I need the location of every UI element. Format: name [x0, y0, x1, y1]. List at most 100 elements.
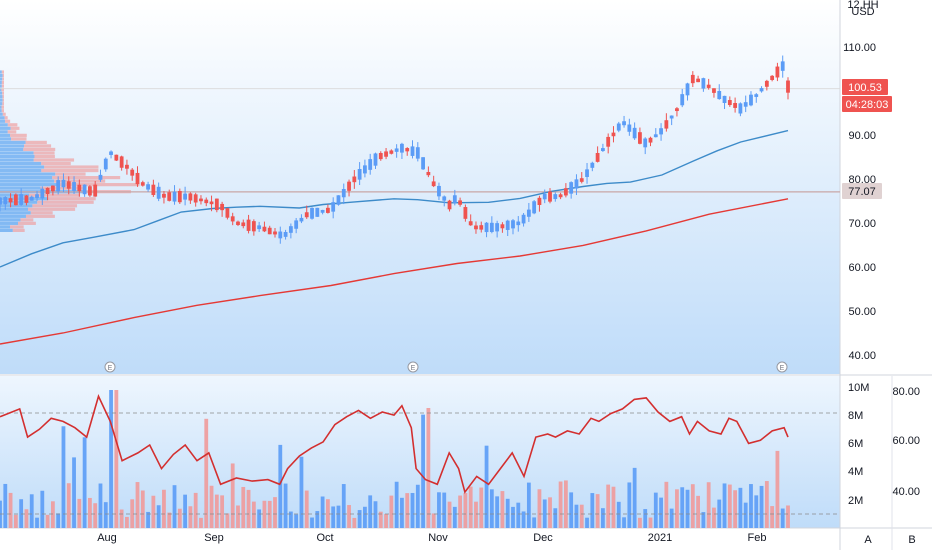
candle-body: [29, 196, 34, 201]
candle-body: [363, 165, 367, 174]
candle-body: [267, 227, 272, 235]
volume-bar: [585, 517, 589, 528]
candle-body: [648, 137, 653, 143]
candle-body: [241, 222, 246, 227]
candle-body: [759, 88, 764, 92]
volume-bar: [336, 505, 341, 528]
profile-bar-down: [25, 140, 47, 144]
profile-bar-down: [32, 204, 78, 208]
candle-body: [119, 156, 124, 168]
auto-scale-button[interactable]: A: [864, 534, 872, 546]
volume-bar: [727, 484, 732, 528]
profile-bar-down: [41, 168, 99, 173]
price-tick-label: 40.00: [848, 350, 876, 362]
candle-body: [733, 103, 738, 108]
candle-body: [66, 181, 71, 189]
volume-bar: [421, 414, 425, 528]
volume-bar: [696, 495, 700, 528]
candle-body: [320, 209, 325, 213]
volume-bar: [595, 494, 600, 528]
volume-bar: [193, 492, 198, 528]
candle-body: [458, 200, 463, 205]
volume-bar: [50, 501, 55, 528]
candle-body: [246, 219, 251, 231]
profile-bar-down: [1, 88, 4, 92]
volume-tick-label: 10M: [848, 382, 869, 394]
volume-bar: [426, 408, 431, 528]
candle-body: [548, 191, 552, 202]
candle-body: [199, 198, 203, 202]
volume-bar: [664, 481, 669, 528]
profile-bar-down: [29, 193, 81, 197]
candle-body: [468, 221, 473, 226]
volume-bar: [325, 499, 330, 528]
volume-bar: [484, 445, 489, 528]
profile-bar-up: [0, 154, 35, 159]
volume-bar: [743, 502, 748, 528]
earnings-marker-label: E: [108, 365, 113, 372]
volume-bar: [611, 486, 616, 528]
volume-bar: [463, 493, 468, 528]
volume-tick-label: 6M: [848, 438, 863, 450]
candle-body: [400, 143, 404, 153]
profile-bar-down: [10, 133, 27, 137]
price-lines: [0, 88, 840, 193]
profile-bar-down: [2, 98, 4, 102]
candle-body: [606, 136, 611, 147]
volume-bar: [347, 505, 351, 528]
profile-bar-up: [0, 140, 26, 144]
volume-bar: [764, 481, 769, 528]
volume-bar: [88, 497, 92, 528]
candle-body: [273, 231, 277, 235]
profile-bar-up: [0, 144, 25, 148]
profile-bar-up: [0, 137, 12, 141]
profile-bar-down: [1, 105, 4, 109]
profile-bar-down: [11, 137, 27, 141]
volume-tick-label: 4M: [848, 466, 863, 478]
volume-bar: [315, 511, 320, 528]
volume-bar: [109, 390, 113, 528]
profile-bar-down: [2, 102, 4, 106]
profile-bar-down: [23, 147, 56, 152]
candle-body: [331, 202, 336, 212]
profile-bar-up: [0, 165, 45, 169]
candle-body: [595, 152, 600, 162]
level-price-badge: 77.07: [842, 183, 882, 199]
volume-bar: [98, 483, 103, 528]
volume-bar: [56, 513, 61, 528]
candle-body: [516, 221, 521, 226]
profile-bar-down: [2, 112, 6, 116]
volume-bar: [341, 484, 346, 528]
candle-body: [45, 187, 50, 195]
candle-body: [125, 164, 129, 169]
volume-bar: [40, 490, 45, 528]
b-scale-button[interactable]: B: [908, 534, 915, 546]
volume-bar: [437, 492, 441, 528]
candle-body: [72, 182, 76, 191]
candle-body: [341, 188, 346, 198]
countdown-badge: 04:28:03: [842, 96, 892, 112]
profile-bar-up: [0, 207, 29, 211]
candle-body: [770, 75, 775, 81]
volume-bar: [410, 492, 415, 528]
profile-bar-down: [2, 73, 4, 78]
volume-bar: [125, 516, 129, 528]
candle-body: [336, 195, 341, 205]
profile-bar-down: [41, 161, 71, 166]
candle-body: [220, 203, 225, 211]
profile-bar-down: [44, 165, 99, 169]
candle-body: [35, 194, 39, 198]
candle-body: [135, 172, 140, 185]
volume-bar: [579, 504, 584, 528]
candle-body: [3, 197, 8, 205]
candle-body: [569, 182, 574, 194]
volume-bar: [532, 517, 537, 528]
candle-body: [56, 180, 61, 192]
volume-bar: [368, 495, 373, 528]
rsi-path: [0, 394, 789, 494]
volume-bar: [405, 493, 410, 528]
profile-bar-up: [0, 112, 3, 116]
candle-body: [230, 216, 235, 222]
profile-bar-up: [0, 91, 3, 95]
